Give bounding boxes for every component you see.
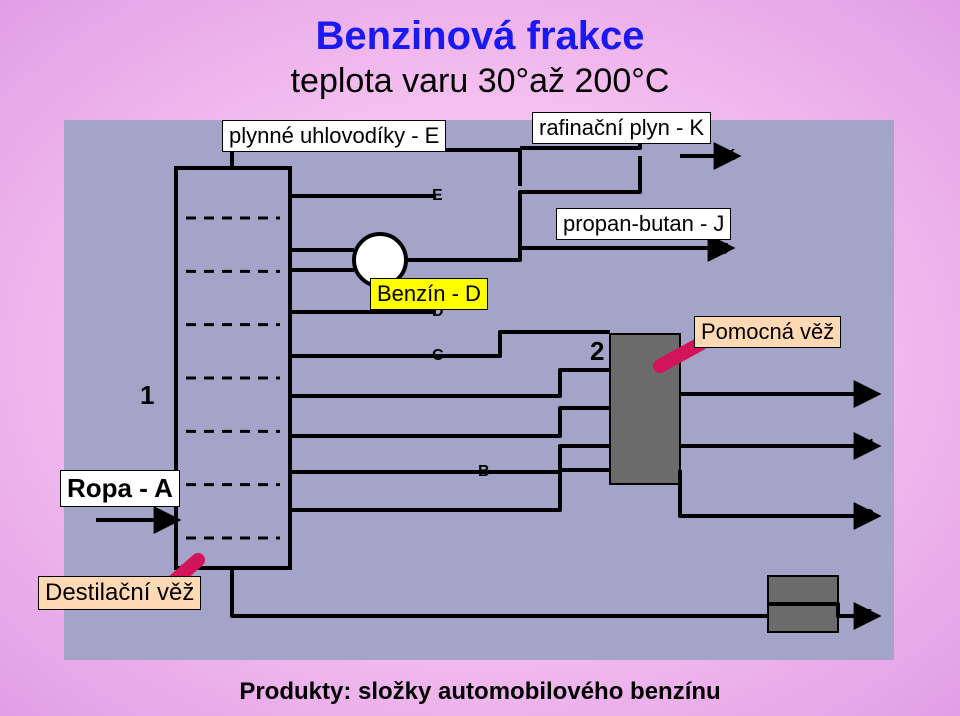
label-plynne-uhlovodiky: plynné uhlovodíky - E: [222, 120, 446, 152]
label-pomocna-vez: Pomocná věž: [694, 316, 841, 348]
svg-text:A: A: [160, 511, 172, 528]
svg-text:G: G: [862, 507, 874, 524]
svg-text:I: I: [862, 385, 866, 402]
tower-2-number: 2: [590, 336, 604, 367]
svg-text:J: J: [720, 241, 729, 258]
label-ropa: Ropa - A: [60, 470, 180, 507]
svg-text:H: H: [862, 437, 874, 454]
label-propan-butan: propan-butan - J: [556, 208, 731, 240]
label-benzin: Benzín - D: [370, 278, 488, 310]
page-subtitle: teplota varu 30°až 200°C: [0, 62, 960, 101]
stage: ABCDEFGHIJK Benzinová frakce teplota var…: [0, 0, 960, 716]
svg-text:K: K: [724, 147, 736, 164]
svg-text:F: F: [862, 607, 872, 624]
tower-1-number: 1: [140, 380, 154, 411]
label-rafinacni-plyn: rafinační plyn - K: [532, 112, 711, 144]
label-destilacni-vez: Destilační věž: [38, 576, 201, 610]
svg-text:E: E: [432, 187, 443, 204]
page-footer: Produkty: složky automobilového benzínu: [0, 678, 960, 706]
svg-text:C: C: [432, 347, 444, 364]
svg-text:B: B: [478, 463, 490, 480]
page-title: Benzinová frakce: [0, 14, 960, 59]
